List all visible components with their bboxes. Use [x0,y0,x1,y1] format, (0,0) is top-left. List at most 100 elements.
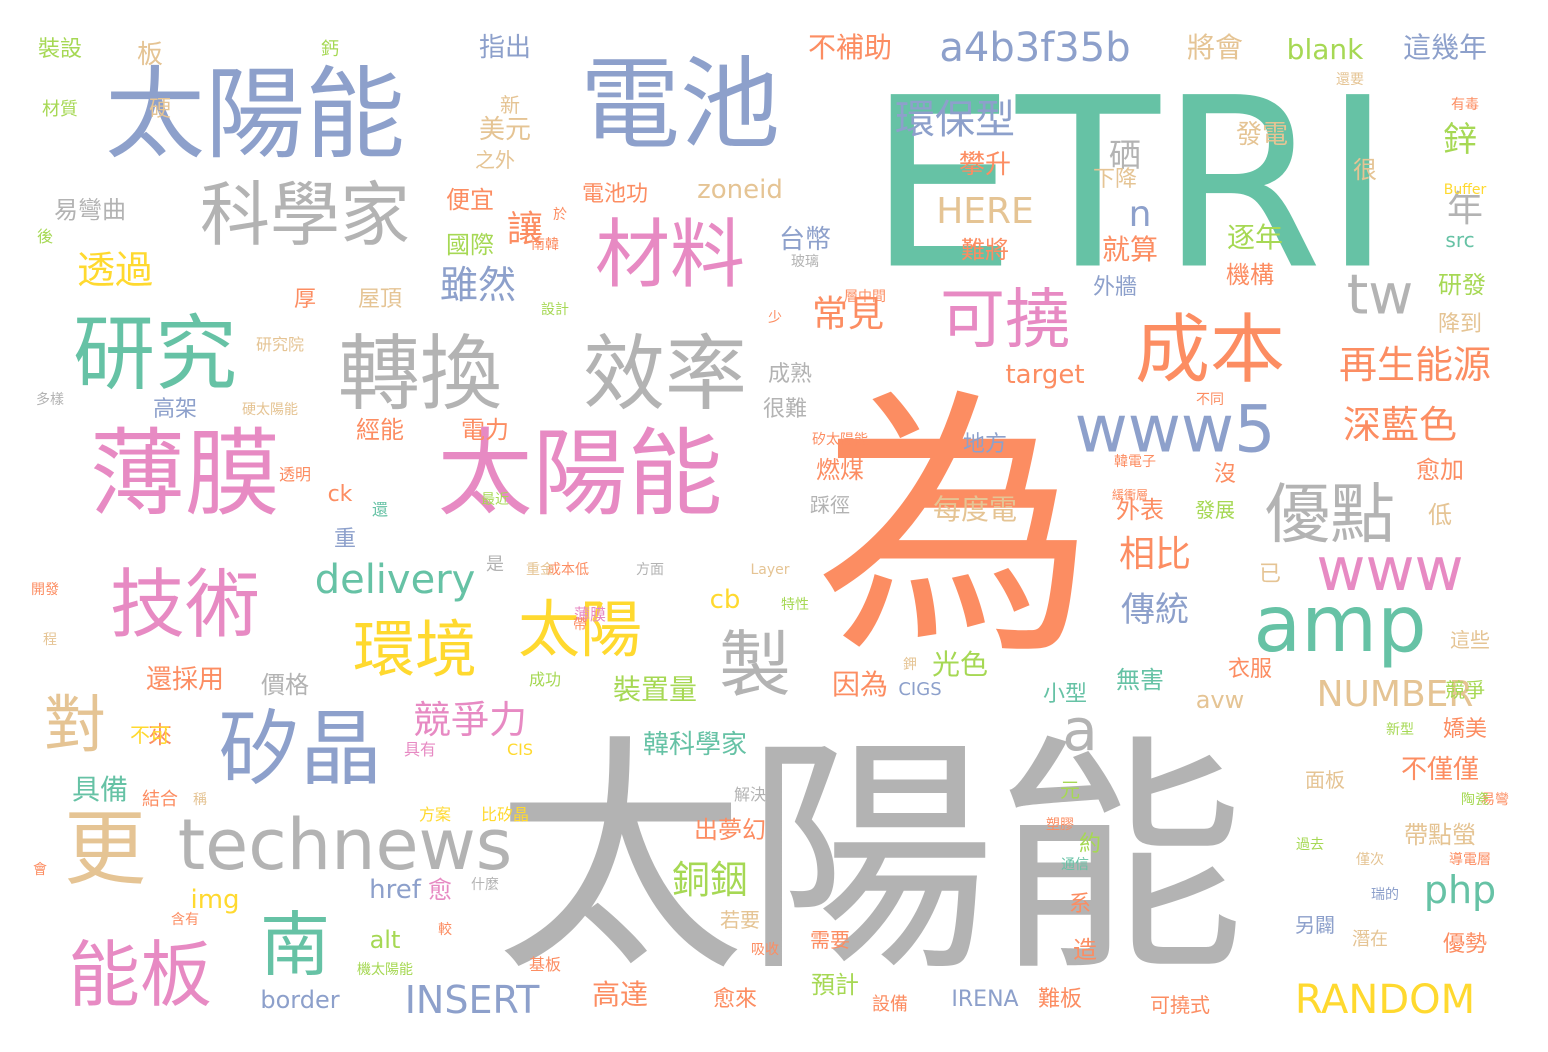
word-13: 成本 [1134,305,1286,394]
word-100: 低 [1428,501,1452,529]
word-153: 具有 [403,740,437,759]
word-55: 這幾年 [1402,31,1488,64]
word-194: 導電層 [1449,852,1491,868]
word-133: 預計 [811,971,859,999]
word-193: 僅次 [1356,852,1384,868]
word-160: 機太陽能 [357,962,413,978]
word-58: 板 [136,40,164,70]
word-16: amp [1253,580,1427,670]
word-68: 攀升 [958,150,1012,180]
word-154: 方案 [418,805,452,824]
word-139: 需要 [810,928,850,952]
word-109: avw [1195,686,1245,714]
word-80: zoneid [697,175,783,205]
word-83: 外牆 [1092,275,1138,300]
word-146: 競爭 [1445,678,1485,702]
word-95: 每度電 [932,493,1018,526]
word-76: src [1445,228,1475,252]
word-111: 無害 [1116,666,1164,694]
word-42: INSERT [404,978,540,1022]
word-31: 環保型 [895,97,1015,143]
word-178: 於 [553,207,567,223]
word-74: 研發 [1438,271,1486,299]
word-167: 透明 [278,465,312,484]
word-89: 成熟 [767,362,813,387]
word-195: 通信 [1061,857,1089,873]
word-137: 可撓式 [1150,993,1210,1017]
word-37: 雖然 [439,263,517,307]
word-123: 約 [1078,832,1102,857]
word-155: 比矽晶 [480,805,530,824]
word-102: ck [327,482,353,507]
word-107: 裝置量 [612,673,698,706]
word-19: www5 [1074,392,1276,468]
word-73: 機構 [1226,261,1274,289]
word-79: 電池功 [581,182,649,207]
word-175: Buffer [1443,182,1487,198]
word-183: 層中間 [844,289,886,305]
word-110: 嬌美 [1442,717,1488,742]
word-34: 深藍色 [1342,403,1458,447]
word-197: 吸收 [751,942,779,958]
word-150: CIGS [898,679,942,700]
word-169: 還 [371,500,389,519]
word-134: 難板 [1037,987,1083,1012]
word-147: 是 [486,554,504,575]
word-186: 緩衝層 [1111,488,1149,502]
word-53: blank [1286,33,1364,66]
word-2: 為 [815,367,1095,693]
word-190: 陶瓷 [1461,792,1489,808]
word-136: IRENA [951,987,1019,1012]
word-49: 年 [1446,189,1484,230]
word-5: 薄膜 [89,419,281,530]
word-50: 硒 [1108,136,1142,174]
word-20: 優點 [1264,477,1396,553]
word-88: 電力 [461,416,509,444]
word-4: 電池 [580,46,780,163]
word-33: 再生能源 [1338,343,1492,387]
word-70: 很 [1353,156,1377,184]
word-82: 難將 [961,236,1009,264]
word-77: 便宜 [446,186,494,214]
word-65: 美元 [478,115,532,145]
word-60: 鈣 [321,39,339,60]
word-162: 研究院 [255,335,305,354]
word-200: 會 [33,862,47,878]
word-196: 瑞的 [1371,887,1399,903]
word-14: 技術 [109,560,261,649]
word-66: 新 [500,93,520,117]
word-116: 價格 [261,671,309,699]
word-85: 屋頂 [357,287,403,312]
word-101: 已 [1258,562,1282,587]
word-157: 解決 [733,785,767,804]
word-24: 能板 [67,933,213,1017]
word-131: 高達 [591,978,649,1011]
word-21: www [1316,535,1464,605]
word-22: 環境 [352,613,478,686]
word-17: 更 [63,802,147,897]
word-198: 較 [438,922,452,938]
word-172: 重金 [526,562,554,578]
word-46: 傳統 [1121,590,1189,630]
word-45: 相比 [1118,534,1192,575]
word-27: 製 [718,623,792,707]
word-170: 成本低 [547,562,589,578]
word-9: 轉換 [337,327,503,422]
word-148: 易彎 [1481,792,1509,808]
word-98: 沒 [1213,462,1237,487]
word-187: 帶 [573,617,587,633]
word-23: 太陽 [517,593,643,666]
word-47: HERE [936,191,1034,232]
word-75: 降到 [1437,312,1483,337]
word-10: 效率 [582,327,748,422]
word-173: 特性 [781,597,809,613]
word-78: 國際 [446,231,494,259]
word-164: 矽太陽能 [812,432,868,448]
word-61: 材質 [42,99,78,120]
word-108: 衣服 [1227,657,1273,682]
word-7: 科學家 [200,174,410,256]
word-185: 韓電子 [1114,454,1156,470]
word-96: 踩徑 [810,493,850,517]
word-130: border [260,986,340,1014]
word-67: 之外 [475,148,515,172]
